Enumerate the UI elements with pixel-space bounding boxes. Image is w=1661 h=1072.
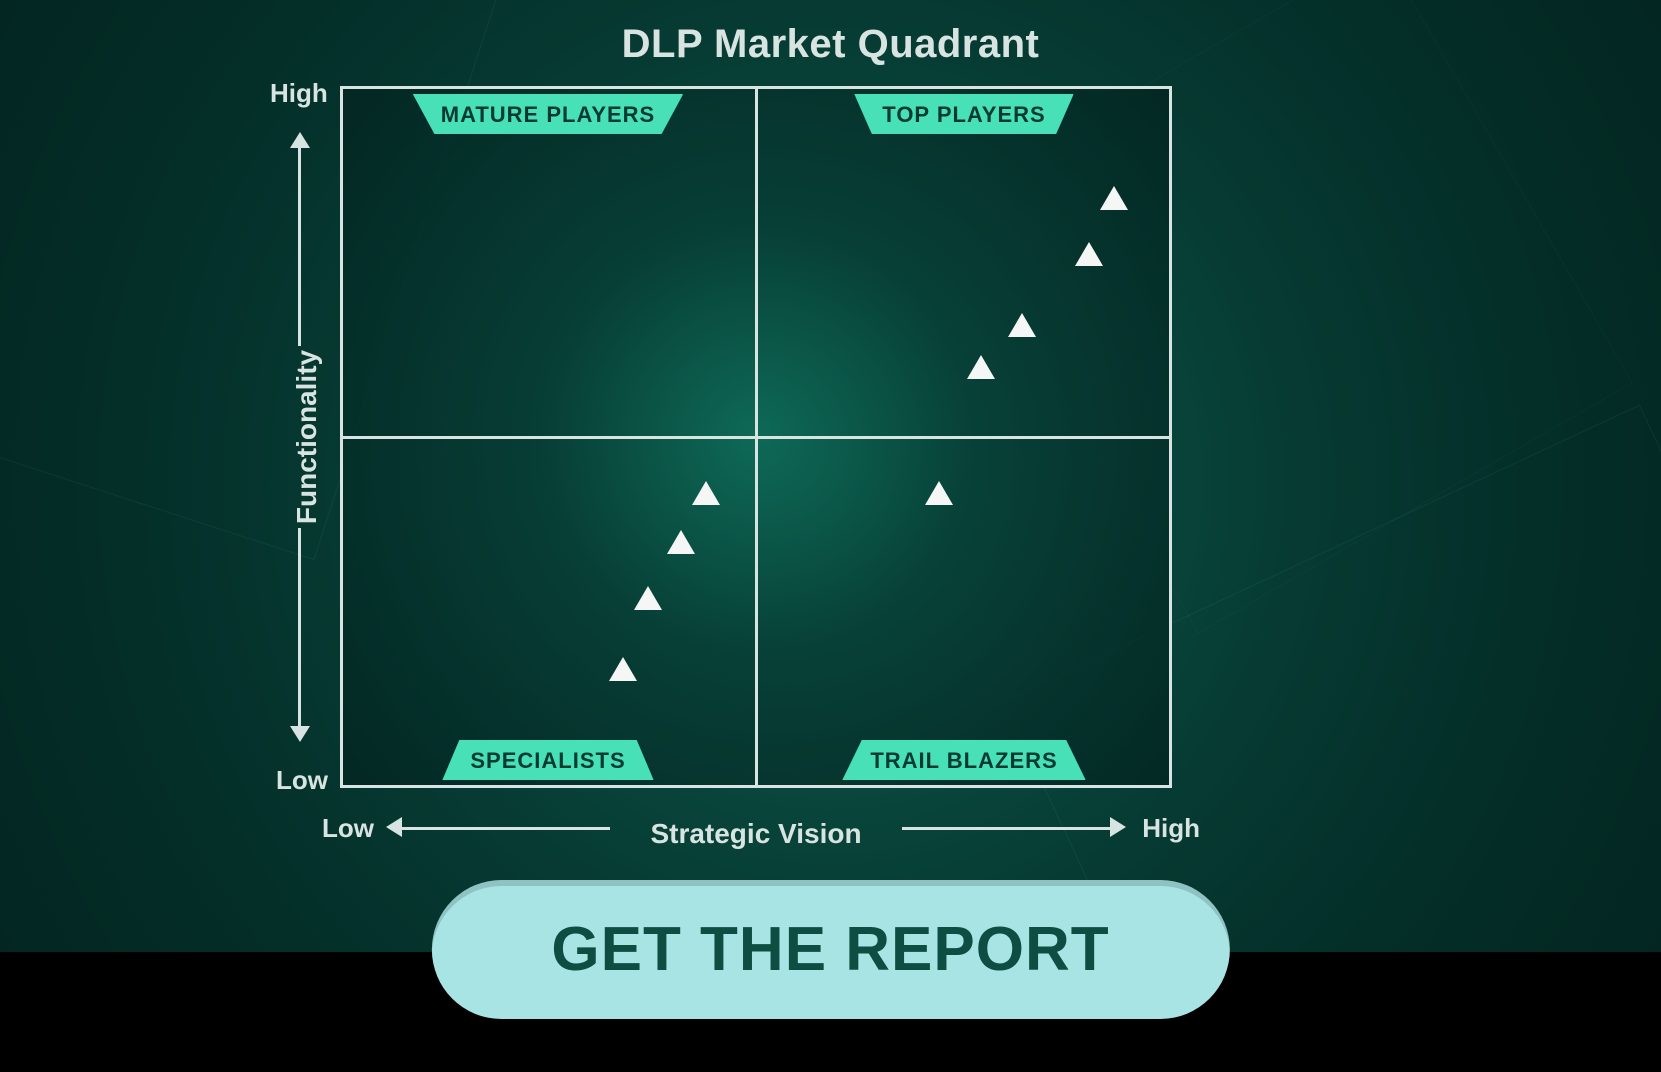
x-axis-high-label: High — [1142, 813, 1200, 844]
data-point — [1075, 242, 1103, 266]
data-point — [925, 481, 953, 505]
arrow-right-icon — [1110, 817, 1126, 837]
data-point — [1100, 186, 1128, 210]
y-axis-line-lower — [298, 528, 301, 728]
data-point — [667, 530, 695, 554]
data-point — [692, 481, 720, 505]
quadrant-label-mature-players: MATURE PLAYERS — [413, 94, 683, 134]
quadrant-chart: MATURE PLAYERS TOP PLAYERS SPECIALISTS T… — [340, 86, 1172, 788]
data-point — [967, 355, 995, 379]
stage: DLP Market Quadrant MATURE PLAYERS TOP P… — [0, 0, 1661, 1072]
get-report-button[interactable]: GET THE REPORT — [431, 880, 1229, 1019]
x-axis-line-right — [902, 827, 1112, 830]
qlabel-text: TOP PLAYERS — [882, 102, 1045, 127]
quadrant-label-specialists: SPECIALISTS — [442, 740, 653, 780]
data-point — [634, 586, 662, 610]
arrow-left-icon — [386, 817, 402, 837]
x-axis-low-label: Low — [322, 813, 374, 844]
qlabel-text: TRAIL BLAZERS — [870, 748, 1057, 773]
qlabel-text: MATURE PLAYERS — [441, 102, 655, 127]
quadrant-label-trail-blazers: TRAIL BLAZERS — [842, 740, 1085, 780]
arrow-down-icon — [290, 726, 310, 742]
quadrant-label-top-players: TOP PLAYERS — [854, 94, 1073, 134]
x-axis-title: Strategic Vision — [650, 818, 861, 850]
y-axis-title: Functionality — [291, 350, 323, 524]
x-axis-line-left — [400, 827, 610, 830]
y-axis-line-upper — [298, 146, 301, 346]
qlabel-text: SPECIALISTS — [470, 748, 625, 773]
y-axis-high-label: High — [270, 78, 328, 109]
data-point — [609, 657, 637, 681]
midline-horizontal — [340, 436, 1172, 439]
data-point — [1008, 313, 1036, 337]
chart-title: DLP Market Quadrant — [0, 22, 1661, 67]
arrow-up-icon — [290, 132, 310, 148]
y-axis-low-label: Low — [276, 765, 328, 796]
